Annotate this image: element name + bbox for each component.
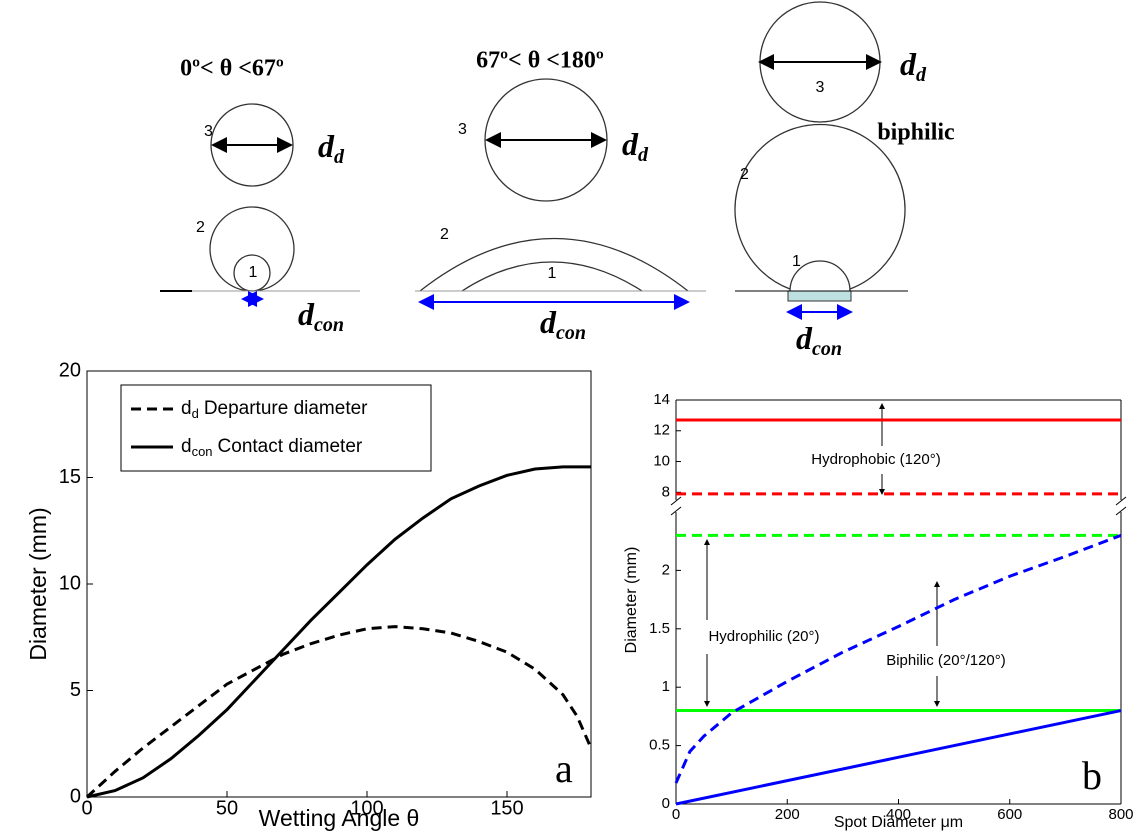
legend-name: Departure diameter (204, 398, 368, 419)
y-tick-label: 0 (70, 785, 81, 807)
droplet (419, 237, 689, 292)
stage-number: 3 (204, 123, 213, 140)
annotation: Hydrophilic (20°) (708, 628, 819, 645)
contact-symbol: dcon (540, 304, 586, 343)
legend-name: Contact diameter (218, 436, 363, 457)
legend-symbol-sub: con (192, 444, 213, 459)
x-tick-label: 200 (775, 806, 800, 823)
y-axis-label: Diameter (mm) (25, 507, 51, 660)
series-line (85, 625, 593, 799)
stage-number: 1 (548, 265, 557, 282)
droplet (461, 261, 643, 292)
panel-heading: 67º< θ <180º (476, 48, 604, 74)
legend-entry: dd Departure diameter (181, 398, 368, 421)
y-tick-label: 10 (653, 453, 670, 470)
stage-number: 2 (196, 219, 205, 236)
axis-break (670, 506, 682, 516)
y-tick-label: 14 (653, 391, 670, 408)
panel-letter: a (555, 746, 573, 791)
series-line (86, 465, 591, 799)
departure-symbol: dd (622, 126, 649, 165)
y-tick-label: 8 (662, 483, 670, 500)
contact-symbol: dcon (796, 320, 842, 359)
legend-symbol: d (181, 398, 192, 419)
x-tick-label: 600 (997, 806, 1022, 823)
x-tick-label: 150 (490, 797, 523, 819)
x-axis-label: Spot Diameter μm (834, 814, 963, 831)
x-axis-label: Wetting Angle θ (259, 805, 420, 831)
contact-symbol: dcon (298, 296, 344, 335)
x-tick-label: 800 (1108, 806, 1133, 823)
x-tick-label: 400 (886, 806, 911, 823)
stage-number: 2 (740, 166, 749, 183)
axis-break (670, 496, 682, 506)
panel-letter: b (1082, 753, 1102, 798)
stage-number: 2 (440, 226, 449, 243)
y-tick-label: 2 (662, 561, 670, 578)
stage-number: 3 (816, 79, 825, 96)
diagram-panel: 0º< θ <67º 3 dd 2 1 dcon (160, 56, 360, 336)
departure-symbol: dd (900, 46, 927, 85)
y-tick-label: 12 (653, 422, 670, 439)
axis-break (1115, 496, 1127, 506)
series-line (674, 533, 1122, 784)
legend-box (120, 384, 432, 472)
stage-number: 1 (249, 264, 258, 281)
x-tick-label: 0 (81, 797, 92, 819)
droplet (734, 123, 906, 290)
y-axis-label: Diameter (mm) (623, 547, 640, 654)
stage-number: 3 (458, 121, 467, 138)
stage-number: 1 (792, 253, 801, 270)
y-tick-label: 0 (662, 795, 670, 812)
panel-heading: 0º< θ <67º (180, 56, 284, 82)
annotation: Hydrophobic (120°) (811, 451, 940, 468)
series-line (675, 709, 1122, 806)
y-tick-label: 15 (59, 466, 81, 488)
legend-symbol-sub: d (192, 406, 199, 421)
annotation-arrows (704, 403, 940, 707)
y-tick-label: 1.5 (649, 620, 670, 637)
diagram-panel: 67º< θ <180º 3 dd 2 1 dcon (415, 48, 706, 344)
y-tick-label: 0.5 (649, 737, 670, 754)
x-tick-label: 100 (350, 797, 383, 819)
y-tick-label: 5 (70, 679, 81, 701)
diagram-panel: 3 dd biphilic 2 1 dcon (734, 1, 955, 360)
droplet (789, 260, 851, 292)
axis-break (1115, 506, 1127, 516)
y-tick-label: 1 (662, 678, 670, 695)
x-tick-label: 0 (672, 806, 680, 823)
hydrophilic-spot (787, 290, 852, 302)
annotation: Biphilic (20°/120°) (886, 652, 1006, 669)
y-tick-label: 20 (59, 359, 81, 381)
legend-symbol: d (181, 436, 192, 457)
departure-symbol: dd (318, 128, 345, 167)
panel-heading: biphilic (877, 120, 955, 146)
y-tick-label: 10 (59, 572, 81, 594)
x-tick-label: 50 (216, 797, 238, 819)
legend-entry: dcon Contact diameter (181, 436, 363, 459)
